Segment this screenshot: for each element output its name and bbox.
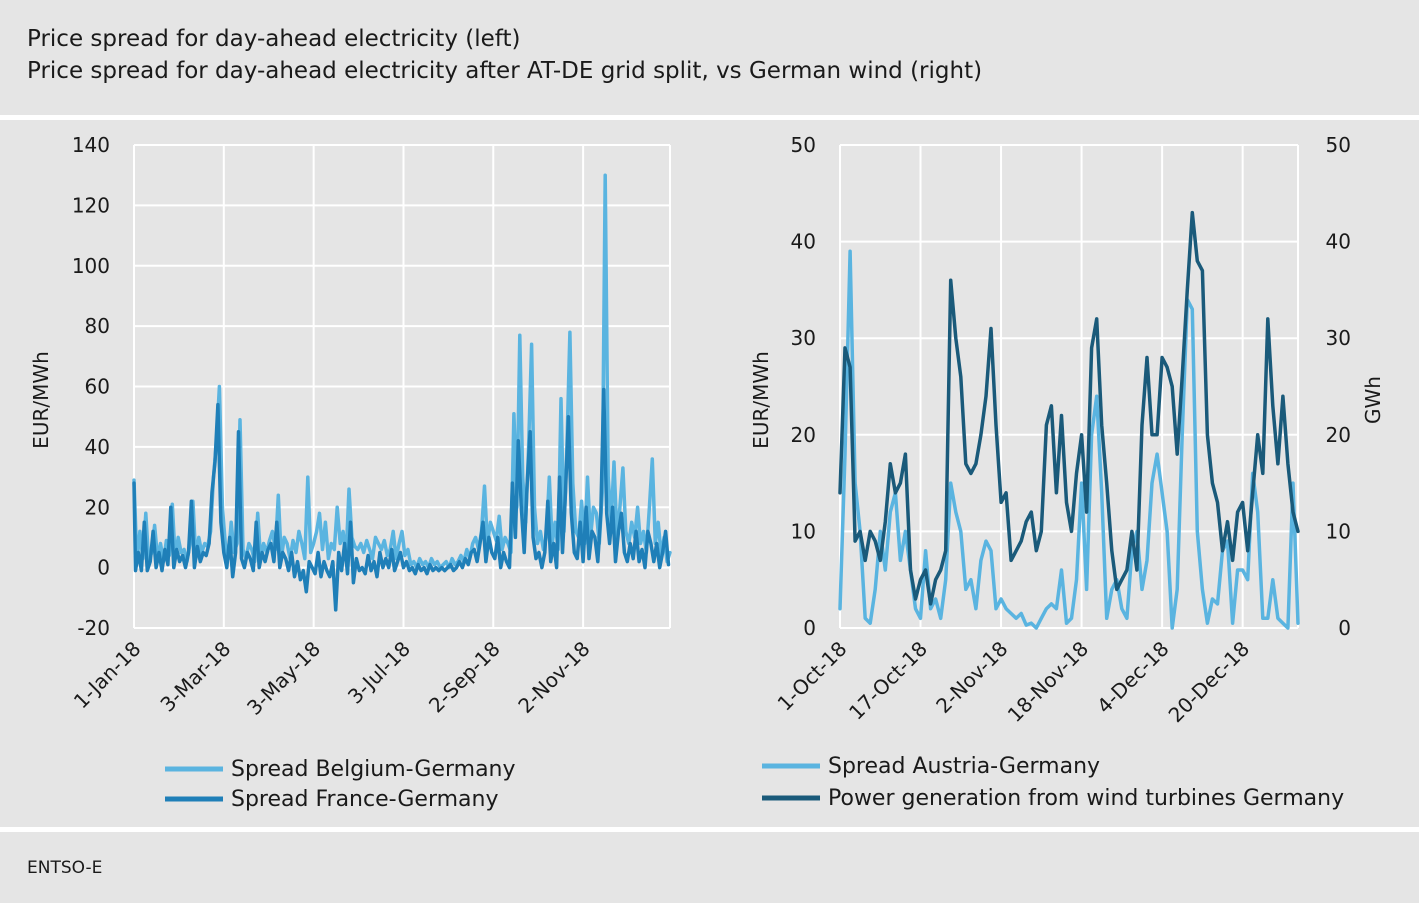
y2-tick-label: 0 (1338, 616, 1351, 640)
y-tick-label: 20 (791, 423, 816, 447)
y2-axis-title: GWh (1361, 376, 1385, 424)
y-tick-label: 140 (72, 133, 110, 157)
legend-label: Power generation from wind turbines Germ… (828, 786, 1344, 811)
y-tick-label: 40 (791, 230, 816, 254)
series-line-1 (838, 249, 1300, 630)
x-tick-label: 18-Nov-18 (1003, 637, 1093, 727)
legend-label: Spread Austria-Germany (828, 754, 1100, 779)
y-tick-label: 60 (85, 375, 110, 399)
y-tick-label: 120 (72, 193, 110, 217)
x-tick-label: 2-Nov-18 (513, 637, 594, 718)
bottom-divider (0, 827, 1419, 832)
y-tick-label: 0 (803, 616, 816, 640)
series-line-1 (132, 173, 672, 570)
chart-title-line-2: Price spread for day-ahead electricity a… (27, 58, 983, 84)
y-tick-label: 30 (791, 326, 816, 350)
x-tick-label: 2-Sep-18 (424, 637, 505, 718)
y-tick-label: 100 (72, 254, 110, 278)
x-tick-label: 1-Jan-18 (69, 637, 146, 714)
x-tick-label: 3-Mar-18 (155, 637, 235, 717)
series-line-2 (838, 210, 1300, 606)
x-tick-label: 17-Oct-18 (844, 637, 932, 725)
y-tick-label: 10 (791, 519, 816, 543)
y2-tick-label: 30 (1326, 326, 1351, 350)
y-tick-label: -20 (77, 616, 110, 640)
y-axis-title: EUR/MWh (749, 351, 773, 449)
x-tick-label: 4-Dec-18 (1092, 637, 1174, 719)
y2-tick-label: 50 (1326, 133, 1351, 157)
y-tick-label: 50 (791, 133, 816, 157)
x-tick-label: 1-Oct-18 (773, 637, 852, 716)
y2-tick-label: 40 (1326, 230, 1351, 254)
x-tick-label: 20-Dec-18 (1164, 637, 1255, 728)
legend-label: Spread France-Germany (231, 787, 498, 812)
header (0, 0, 1419, 114)
top-divider (0, 115, 1419, 120)
left-chart: -20 0 20 40 60 80 100 120 140 1-Jan-18 3-Mar-18 3-M… (29, 133, 672, 812)
x-tick-label: 3-Jul-18 (343, 637, 415, 709)
chart-title-line-1: Price spread for day-ahead electricity (… (27, 26, 521, 52)
series-line-2 (132, 387, 671, 612)
y2-tick-label: 10 (1326, 519, 1351, 543)
legend-label: Spread Belgium-Germany (231, 757, 516, 782)
y-tick-label: 80 (85, 314, 110, 338)
footer (0, 832, 1419, 903)
y-tick-label: 20 (85, 495, 110, 519)
source-label: ENTSO-E (27, 858, 103, 878)
x-tick-label: 2-Nov-18 (931, 637, 1012, 718)
y-tick-label: 40 (85, 435, 110, 459)
y-axis-title: EUR/MWh (29, 351, 53, 449)
y-tick-label: 0 (97, 556, 110, 580)
y2-tick-label: 20 (1326, 423, 1351, 447)
x-tick-label: 3-May-18 (242, 637, 325, 720)
